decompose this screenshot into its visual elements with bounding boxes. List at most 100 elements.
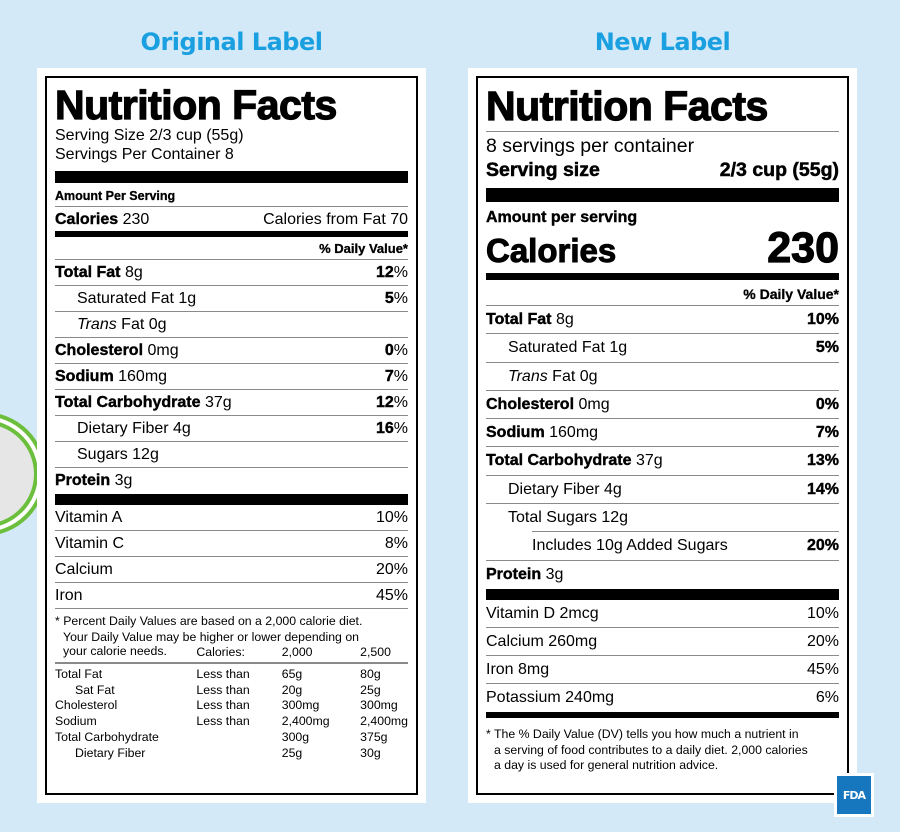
footnote-line: * Percent Daily Values are based on a 2,… (55, 614, 363, 628)
nutrient-amount: 3g (114, 472, 133, 489)
table-row: Sodium Less than 2,400mg 2,400mg (55, 714, 408, 730)
nutrient-amount: 3g (545, 565, 564, 583)
table-cell (196, 730, 281, 746)
thick-divider (486, 188, 839, 202)
nutrient-row-saturated-fat: Saturated Fat 1g 5% (486, 333, 839, 361)
nutrient-name: Protein (55, 472, 111, 489)
medium-divider (486, 273, 839, 280)
nutrient-row-protein: Protein 3g (486, 559, 839, 588)
nutrient-name: Total Carbohydrate (55, 394, 201, 411)
vitamin-name: Vitamin C (55, 535, 125, 552)
nutrient-row-sugars: Sugars 12g (55, 441, 408, 467)
table-cell: 375g (360, 729, 388, 744)
table-cell: 20g (281, 682, 303, 697)
amount-per-serving: Amount Per Serving (55, 183, 408, 207)
table-cell: Less than (196, 682, 250, 697)
table-cell: Total Fat (55, 666, 103, 681)
nutrient-name: Trans (508, 367, 548, 385)
nutrient-row-cholesterol: Cholesterol 0mg 0% (486, 389, 840, 418)
vitamin-dv: 45% (806, 660, 839, 678)
vitamin-name: Potassium 240mg (486, 688, 615, 706)
vitamin-name: Iron (55, 587, 83, 604)
serving-size-row: Serving size 2/3 cup (55g) (486, 158, 840, 182)
nutrient-amount: 37g (204, 394, 232, 411)
nutrient-name: Saturated Fat 1g (77, 290, 197, 307)
nutrient-dv: 0% (815, 395, 840, 413)
footnote-line: a serving of food contributes to a daily… (494, 742, 808, 757)
new-nutrition-label: Nutrition Facts 8 servings per container… (476, 76, 849, 795)
nutrient-name: Dietary Fiber 4g (508, 480, 622, 498)
vitamin-row: Vitamin A 10% (55, 505, 408, 531)
nutrient-row-sodium: Sodium 160mg 7% (55, 363, 408, 389)
vitamin-name: Vitamin D 2mcg (486, 604, 599, 622)
percent-sign: % (393, 394, 408, 411)
nutrient-dv: 20% (806, 537, 839, 555)
table-cell: 300g (281, 729, 310, 744)
nutrient-dv: 16 (375, 420, 394, 437)
percent-sign: % (393, 290, 408, 307)
table-cell: Less than (196, 698, 250, 713)
serving-size-value: 2/3 cup (55g) (719, 159, 840, 182)
vitamin-row: Iron 45% (55, 583, 408, 609)
nutrient-dv: 12 (375, 264, 394, 281)
footnote: * The % Daily Value (DV) tells you how m… (486, 718, 839, 774)
vitamin-row: Vitamin D 2mcg 10% (486, 600, 839, 628)
thick-divider (486, 588, 839, 600)
label-title: Nutrition Facts (485, 84, 839, 132)
nutrient-name: Sugars 12g (77, 446, 159, 463)
fda-logo-icon: FDA (837, 776, 871, 814)
vitamin-name: Calcium 260mg (486, 632, 598, 650)
nutrient-row-added-sugars: Includes 10g Added Sugars 20% (532, 531, 839, 559)
table-cell: Sodium (55, 714, 97, 729)
nutrient-amount: Fat 0g (552, 367, 598, 385)
original-label-panel: Nutrition Facts Serving Size 2/3 cup (55… (37, 68, 426, 803)
vitamin-dv: 6% (815, 688, 839, 706)
table-cell: 25g (360, 682, 381, 697)
vitamin-name: Iron 8mg (486, 660, 550, 678)
table-row: Total Fat Less than 65g 80g (55, 663, 408, 683)
nutrient-name: Sodium (486, 424, 545, 442)
servings-per-container: 8 servings per container (486, 135, 695, 157)
table-header: 2,000 (281, 645, 361, 664)
nutrient-amount: 0mg (147, 342, 179, 359)
calories-label: Calories (485, 232, 617, 269)
nutrient-row-total-carbohydrate: Total Carbohydrate 37g 12% (55, 389, 408, 415)
original-nutrition-label: Nutrition Facts Serving Size 2/3 cup (55… (45, 76, 418, 795)
nutrient-row-cholesterol: Cholesterol 0mg 0% (55, 337, 408, 363)
table-cell: Cholesterol (55, 698, 118, 713)
footnote-line: your calorie needs. (55, 645, 197, 664)
servings-per-container: Servings Per Container 8 (55, 146, 234, 163)
medium-divider (55, 231, 408, 237)
label-title: Nutrition Facts (54, 82, 337, 128)
nutrient-row-dietary-fiber: Dietary Fiber 4g 14% (486, 474, 839, 503)
percent-sign: % (393, 420, 408, 437)
serving-size-label: Serving size (486, 159, 600, 182)
table-cell: 300mg (281, 698, 320, 713)
nutrient-name: Total Sugars 12g (508, 509, 629, 527)
nutrient-name: Total Fat (486, 311, 552, 328)
table-row: Cholesterol Less than 300mg 300mg (55, 698, 408, 714)
thick-divider (55, 171, 408, 183)
calories-row: Calories 230 (485, 226, 839, 270)
new-label-panel: Nutrition Facts 8 servings per container… (468, 68, 857, 803)
table-cell: 300mg (360, 698, 398, 713)
nutrient-name: Sodium (55, 368, 114, 385)
table-cell: 2,400mg (281, 714, 330, 729)
nutrient-dv: 10% (806, 311, 839, 328)
nutrient-dv: 12 (375, 394, 394, 411)
daily-value-header: % Daily Value* (319, 241, 408, 256)
nutrient-amount: 160mg (549, 424, 599, 442)
nutrient-amount: 0mg (578, 395, 610, 413)
table-row: Sat Fat Less than 20g 25g (55, 683, 408, 699)
table-cell: 30g (360, 745, 381, 760)
footnote-line: a day is used for general nutrition advi… (494, 758, 719, 773)
table-row: Dietary Fiber 25g 30g (55, 746, 408, 762)
vitamin-dv: 10% (375, 509, 408, 526)
nutrient-name: Total Fat (55, 264, 121, 281)
table-cell: 65g (281, 666, 303, 681)
vitamin-row: Calcium 260mg 20% (486, 628, 839, 656)
vitamin-row: Potassium 240mg 6% (486, 684, 839, 712)
table-cell: Total Carbohydrate (55, 729, 159, 744)
vitamin-name: Vitamin A (55, 509, 123, 526)
table-cell: 80g (360, 666, 381, 681)
